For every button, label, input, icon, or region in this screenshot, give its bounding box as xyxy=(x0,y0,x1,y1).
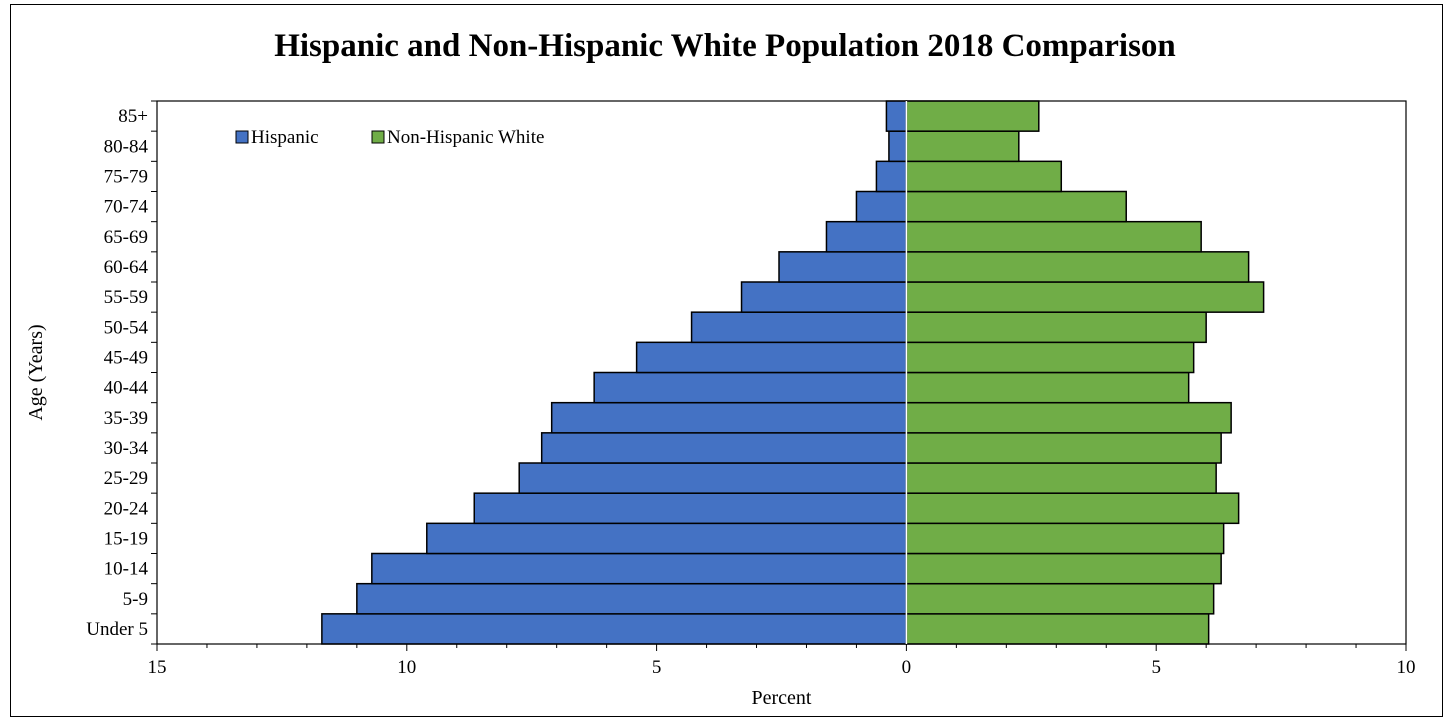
non-hispanic-white-bar-30-34 xyxy=(905,432,1222,464)
y-tick-label: 50-54 xyxy=(104,317,149,338)
non-hispanic-white-bar-45-49 xyxy=(905,341,1195,374)
y-tick-label: 45-49 xyxy=(104,347,148,368)
non-hispanic-white-bar-25-29 xyxy=(905,462,1217,494)
x-tick-label: 0 xyxy=(902,657,912,678)
y-tick-label: 15-19 xyxy=(104,528,148,549)
legend-label-non-hispanic-white: Non-Hispanic White xyxy=(387,127,544,148)
y-tick-label: 40-44 xyxy=(104,378,149,399)
non-hispanic-white-bar-55-59 xyxy=(905,281,1265,313)
non-hispanic-white-bar-under-5 xyxy=(905,613,1210,645)
non-hispanic-white-bar-40-44 xyxy=(905,371,1190,404)
hispanic-bar-5-9 xyxy=(356,582,908,615)
y-tick-label: 10-14 xyxy=(104,559,149,580)
y-tick-label: 25-29 xyxy=(104,468,148,489)
y-tick-label: Under 5 xyxy=(86,619,148,640)
non-hispanic-white-bar-35-39 xyxy=(905,401,1232,434)
x-tick-label: 5 xyxy=(1151,657,1161,678)
chart-title: Hispanic and Non-Hispanic White Populati… xyxy=(274,28,1176,64)
y-tick-label: 75-79 xyxy=(104,166,148,187)
hispanic-bar-80-84 xyxy=(888,130,908,163)
hispanic-bar-10-14 xyxy=(371,552,908,585)
x-tick-label: 10 xyxy=(397,657,416,678)
chart-frame xyxy=(10,4,1443,717)
non-hispanic-white-bar-70-74 xyxy=(905,190,1127,223)
hispanic-bar-40-44 xyxy=(593,371,908,404)
non-hispanic-white-bar-85- xyxy=(905,100,1040,132)
hispanic-bar-15-19 xyxy=(426,522,908,555)
y-tick-label: 85+ xyxy=(118,106,148,127)
hispanic-bar-65-69 xyxy=(825,220,908,253)
hispanic-bar-30-34 xyxy=(540,432,908,464)
y-axis-title: Age (Years) xyxy=(25,324,47,420)
hispanic-bar-50-54 xyxy=(690,311,908,344)
x-axis-title: Percent xyxy=(752,687,812,709)
x-tick-label: 15 xyxy=(148,657,167,678)
non-hispanic-white-bar-15-19 xyxy=(905,522,1225,555)
y-tick-label: 70-74 xyxy=(104,197,149,218)
y-tick-label: 55-59 xyxy=(104,287,148,308)
x-tick-label: 5 xyxy=(652,657,662,678)
hispanic-bar-55-59 xyxy=(740,281,908,313)
hispanic-bar-20-24 xyxy=(473,492,908,525)
y-tick-labels: Under 5 5-9 10-14 15-19 20-24 25-29 30-34 35-39… xyxy=(86,106,148,640)
x-tick-label: 10 xyxy=(1397,657,1416,678)
non-hispanic-white-bar-20-24 xyxy=(905,492,1240,525)
non-hispanic-white-bar-75-79 xyxy=(905,160,1063,193)
y-tick-label: 20-24 xyxy=(104,498,149,519)
x-tick-labels: 15 10 5 0 5 10 xyxy=(148,657,1416,678)
legend: Hispanic Non-Hispanic White xyxy=(235,127,544,148)
hispanic-bar-45-49 xyxy=(635,341,908,374)
legend-swatch-hispanic xyxy=(235,130,249,144)
legend-label-hispanic: Hispanic xyxy=(251,127,319,148)
hispanic-bar-70-74 xyxy=(855,190,908,223)
non-hispanic-white-bar-50-54 xyxy=(905,311,1207,344)
non-hispanic-white-bar-80-84 xyxy=(905,130,1020,163)
bars-group xyxy=(321,100,1265,645)
y-tick-label: 5-9 xyxy=(123,589,148,610)
hispanic-bar-60-64 xyxy=(778,251,908,283)
non-hispanic-white-bar-65-69 xyxy=(905,220,1202,253)
non-hispanic-white-bar-10-14 xyxy=(905,552,1222,585)
y-tick-label: 30-34 xyxy=(104,438,149,459)
hispanic-bar-75-79 xyxy=(875,160,908,193)
y-tick-label: 80-84 xyxy=(104,136,149,157)
hispanic-bar-35-39 xyxy=(550,401,908,434)
hispanic-bar-under-5 xyxy=(321,613,908,645)
axes-group xyxy=(151,100,1407,651)
y-tick-label: 35-39 xyxy=(104,408,148,429)
legend-swatch-non-hispanic-white xyxy=(371,130,385,144)
non-hispanic-white-bar-5-9 xyxy=(905,582,1215,615)
y-tick-label: 60-64 xyxy=(104,257,149,278)
non-hispanic-white-bar-60-64 xyxy=(905,251,1250,283)
hispanic-bar-25-29 xyxy=(518,462,908,494)
y-tick-label: 65-69 xyxy=(104,227,148,248)
hispanic-bar-85- xyxy=(885,100,908,132)
